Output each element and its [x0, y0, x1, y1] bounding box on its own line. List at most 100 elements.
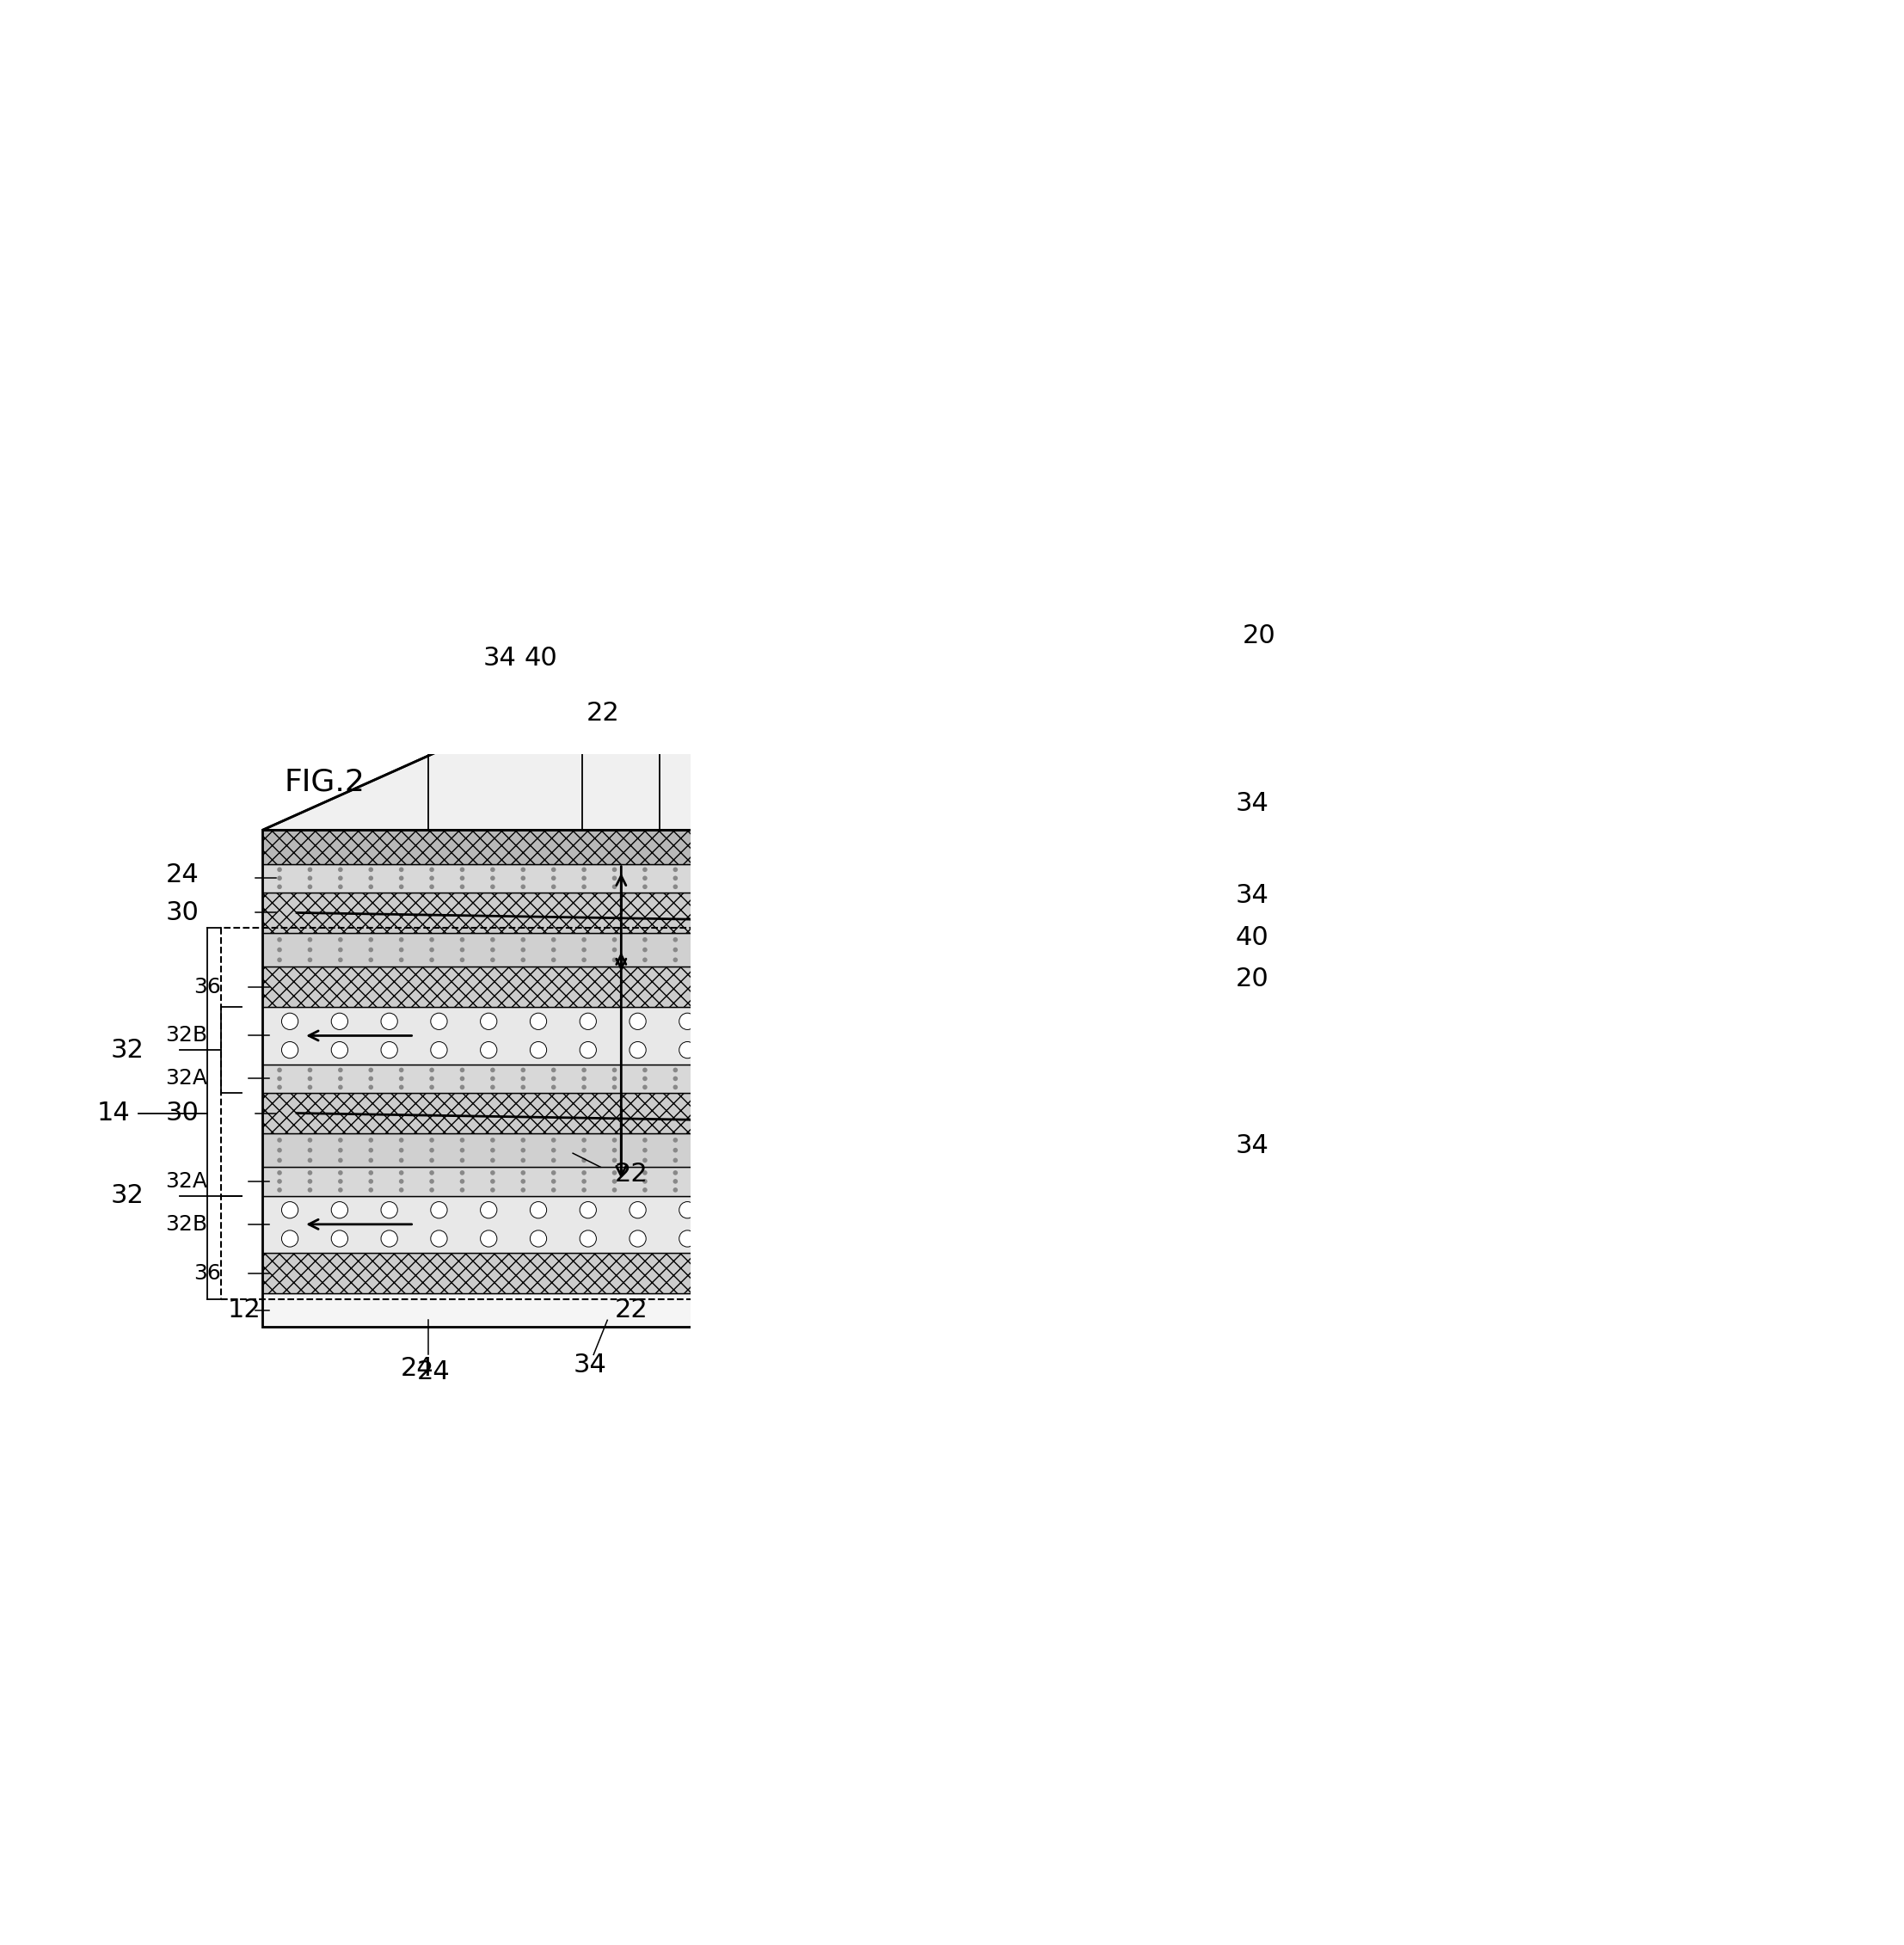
Circle shape	[339, 1148, 343, 1153]
Circle shape	[779, 1043, 796, 1058]
Circle shape	[520, 1068, 526, 1072]
Circle shape	[1045, 842, 1049, 848]
Circle shape	[400, 1188, 404, 1192]
Circle shape	[430, 1043, 447, 1058]
Circle shape	[339, 1179, 343, 1185]
Bar	[263, 1008, 815, 1064]
Circle shape	[912, 1114, 916, 1118]
Circle shape	[979, 1011, 982, 1015]
Circle shape	[845, 1155, 849, 1159]
Circle shape	[794, 1188, 800, 1192]
Circle shape	[581, 1179, 586, 1185]
Circle shape	[581, 1076, 586, 1081]
Circle shape	[581, 1157, 586, 1163]
Circle shape	[489, 957, 495, 963]
Circle shape	[1112, 1054, 1118, 1058]
Circle shape	[400, 1085, 404, 1089]
Circle shape	[1045, 947, 1049, 953]
Circle shape	[400, 1148, 404, 1153]
Text: 36: 36	[192, 1262, 221, 1284]
Circle shape	[1179, 1025, 1184, 1029]
Circle shape	[764, 1068, 769, 1072]
Polygon shape	[815, 753, 1215, 967]
Circle shape	[729, 1231, 744, 1247]
Circle shape	[642, 1171, 647, 1175]
Circle shape	[430, 1085, 434, 1089]
Circle shape	[430, 1068, 434, 1072]
Circle shape	[459, 885, 465, 889]
Circle shape	[979, 959, 982, 963]
Bar	[263, 831, 815, 864]
Circle shape	[733, 867, 739, 871]
Circle shape	[1045, 972, 1049, 976]
Circle shape	[550, 1148, 556, 1153]
Polygon shape	[815, 1074, 1215, 1293]
Circle shape	[912, 840, 916, 844]
Circle shape	[733, 1188, 739, 1192]
Circle shape	[529, 1013, 546, 1029]
Circle shape	[1179, 922, 1184, 926]
Text: 32A: 32A	[166, 1171, 208, 1192]
Circle shape	[489, 1171, 495, 1175]
Circle shape	[703, 947, 708, 953]
Circle shape	[611, 1068, 617, 1072]
Circle shape	[912, 1144, 916, 1148]
Circle shape	[611, 1085, 617, 1089]
Circle shape	[581, 875, 586, 881]
Circle shape	[845, 922, 849, 926]
Circle shape	[794, 1076, 800, 1081]
Circle shape	[1179, 712, 1184, 716]
Circle shape	[794, 1179, 800, 1185]
Circle shape	[308, 1179, 312, 1185]
Circle shape	[1179, 996, 1184, 1000]
Text: 40: 40	[1236, 926, 1268, 949]
Circle shape	[1059, 932, 1070, 943]
Circle shape	[282, 1043, 299, 1058]
Circle shape	[979, 885, 982, 889]
Circle shape	[642, 1085, 647, 1089]
Circle shape	[1045, 1066, 1049, 1070]
Circle shape	[912, 1196, 916, 1200]
Circle shape	[1112, 1013, 1118, 1017]
Circle shape	[733, 1085, 739, 1089]
Circle shape	[1112, 951, 1118, 955]
Circle shape	[672, 937, 678, 941]
Circle shape	[1179, 1015, 1184, 1019]
Circle shape	[400, 1179, 404, 1185]
Circle shape	[912, 1177, 916, 1181]
Circle shape	[459, 1138, 465, 1142]
Circle shape	[979, 873, 982, 877]
Polygon shape	[815, 1114, 1215, 1326]
Circle shape	[331, 1202, 348, 1218]
Circle shape	[845, 1072, 849, 1076]
Circle shape	[381, 1231, 398, 1247]
Circle shape	[369, 1157, 373, 1163]
Circle shape	[794, 875, 800, 881]
Circle shape	[979, 1095, 982, 1099]
Circle shape	[642, 1138, 647, 1142]
Circle shape	[1112, 1087, 1118, 1091]
Circle shape	[1112, 941, 1118, 945]
Circle shape	[400, 1076, 404, 1081]
Circle shape	[1112, 1025, 1118, 1029]
Circle shape	[550, 1179, 556, 1185]
Circle shape	[729, 1043, 744, 1058]
Circle shape	[979, 862, 982, 866]
Circle shape	[912, 971, 916, 974]
Circle shape	[579, 1013, 596, 1029]
Circle shape	[529, 1231, 546, 1247]
Circle shape	[845, 1000, 849, 1004]
Circle shape	[308, 885, 312, 889]
Circle shape	[703, 1085, 708, 1089]
Circle shape	[308, 1171, 312, 1175]
Polygon shape	[815, 914, 1215, 1134]
Circle shape	[581, 1138, 586, 1142]
Circle shape	[703, 1138, 708, 1142]
Circle shape	[459, 1068, 465, 1072]
Circle shape	[1179, 850, 1184, 854]
Circle shape	[958, 976, 971, 988]
Circle shape	[845, 1019, 849, 1023]
Circle shape	[1179, 1078, 1184, 1081]
Circle shape	[703, 1188, 708, 1192]
Bar	[263, 893, 815, 934]
